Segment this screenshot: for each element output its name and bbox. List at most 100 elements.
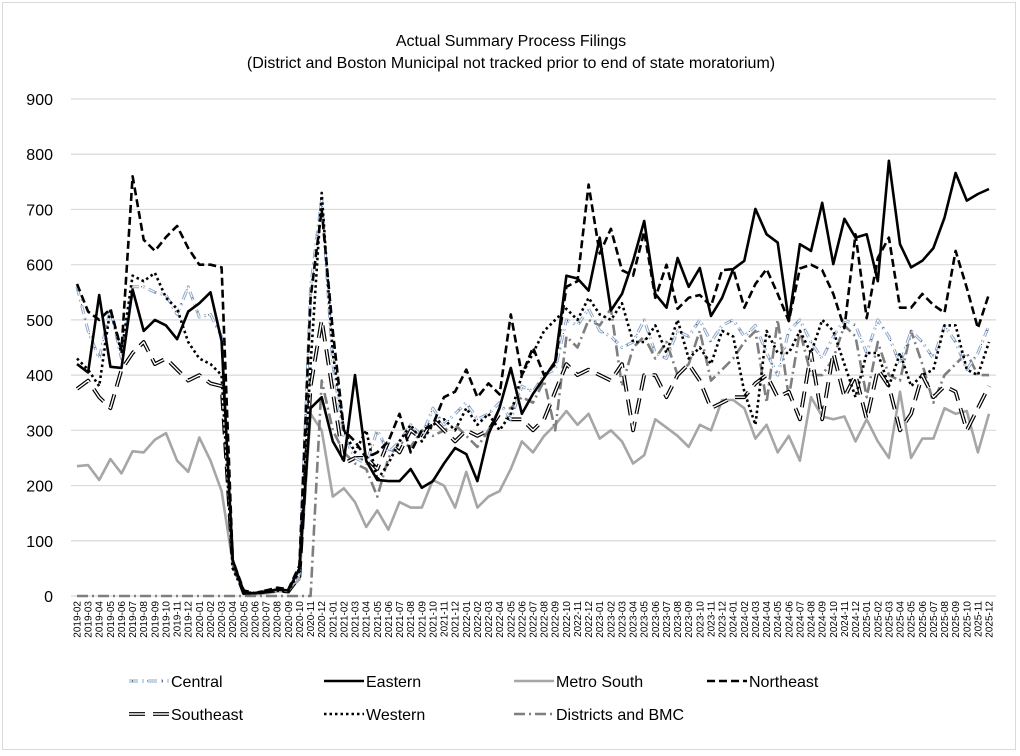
- x-tick-label: 2021-08: [406, 601, 417, 638]
- y-tick-label: 0: [44, 589, 53, 606]
- x-tick-label: 2021-05: [373, 601, 384, 638]
- x-tick-label: 2023-01: [595, 601, 606, 638]
- x-tick-label: 2021-02: [339, 601, 350, 638]
- x-tick-label: 2019-08: [139, 601, 150, 638]
- x-tick-label: 2025-07: [929, 601, 940, 638]
- y-tick-label: 800: [26, 147, 53, 164]
- series-line: [76, 159, 990, 595]
- x-tick-label: 2024-01: [729, 601, 740, 638]
- x-tick-label: 2025-11: [973, 601, 984, 637]
- x-tick-label: 2025-06: [918, 601, 929, 638]
- series-districts-and-bmc: [77, 307, 989, 598]
- x-tick-label: 2024-07: [795, 601, 806, 638]
- x-tick-label: 2024-02: [740, 601, 751, 638]
- x-tick-label: 2019-11: [173, 601, 184, 637]
- x-tick-label: 2023-06: [651, 601, 662, 638]
- legend-label: Districts and BMC: [556, 707, 684, 724]
- legend: Central Eastern Metro South Northeast Southe…: [129, 674, 819, 724]
- x-tick-label: 2021-03: [351, 601, 362, 638]
- y-tick-label: 100: [26, 534, 53, 551]
- legend-item: Districts and BMC: [514, 707, 684, 724]
- x-tick-label: 2020-11: [306, 601, 317, 637]
- legend-item: Metro South: [514, 674, 643, 691]
- x-tick-label: 2019-02: [73, 601, 84, 638]
- x-tick-label: 2022-02: [473, 601, 484, 638]
- x-tick-label: 2022-05: [506, 601, 517, 638]
- x-tick-label: 2021-10: [428, 601, 439, 638]
- x-tick-label: 2023-05: [640, 601, 651, 638]
- x-tick-label: 2020-04: [228, 601, 239, 638]
- legend-item: Eastern: [324, 674, 421, 691]
- x-tick-label: 2020-03: [217, 601, 228, 638]
- x-tick-label: 2024-12: [851, 601, 862, 638]
- x-tick-label: 2019-07: [128, 601, 139, 638]
- x-axis-ticks: 2019-02 2019-03 2019-04 2019-05 2019-06 2019-…: [73, 601, 996, 638]
- y-tick-label: 900: [26, 92, 53, 109]
- x-tick-label: 2023-09: [684, 601, 695, 638]
- series-line: [75, 318, 991, 596]
- legend-item: Northeast: [707, 674, 819, 691]
- x-tick-label: 2023-10: [695, 601, 706, 638]
- x-tick-label: 2025-01: [862, 601, 873, 638]
- x-tick-label: 2019-06: [117, 601, 128, 638]
- x-tick-label: 2021-12: [451, 601, 462, 638]
- legend-label: Metro South: [556, 674, 643, 691]
- x-tick-label: 2024-08: [807, 601, 818, 638]
- x-tick-label: 2022-07: [529, 601, 540, 638]
- series-lines: [75, 159, 991, 598]
- x-tick-label: 2022-08: [540, 601, 551, 638]
- x-tick-label: 2023-03: [617, 601, 628, 638]
- x-tick-label: 2020-01: [195, 601, 206, 638]
- x-tick-label: 2025-03: [884, 601, 895, 638]
- y-tick-label: 700: [26, 202, 53, 219]
- legend-label: Eastern: [366, 674, 421, 691]
- x-tick-label: 2019-04: [95, 601, 106, 638]
- x-tick-label: 2021-04: [362, 601, 373, 638]
- legend-item: Southeast: [129, 707, 244, 724]
- y-tick-label: 500: [26, 313, 53, 330]
- x-tick-label: 2024-06: [784, 601, 795, 638]
- x-tick-label: 2019-10: [161, 601, 172, 638]
- series-eastern: [76, 159, 990, 595]
- legend-label: Central: [171, 674, 223, 691]
- x-tick-label: 2022-06: [517, 601, 528, 638]
- legend-label: Western: [366, 707, 425, 724]
- x-tick-label: 2022-01: [462, 601, 473, 638]
- chart-subtitle: (District and Boston Municipal not track…: [247, 55, 775, 72]
- x-tick-label: 2019-05: [106, 601, 117, 638]
- x-tick-label: 2020-09: [284, 601, 295, 638]
- x-tick-label: 2025-10: [962, 601, 973, 638]
- x-tick-label: 2023-08: [673, 601, 684, 638]
- legend-label: Southeast: [171, 707, 244, 724]
- x-tick-label: 2023-07: [662, 601, 673, 638]
- y-tick-label: 600: [26, 258, 53, 275]
- x-tick-label: 2022-10: [562, 601, 573, 638]
- x-tick-label: 2025-09: [951, 601, 962, 638]
- x-tick-label: 2022-12: [584, 601, 595, 638]
- legend-item: Central: [129, 674, 223, 691]
- legend-label: Northeast: [749, 674, 819, 691]
- x-tick-label: 2019-09: [150, 601, 161, 638]
- x-tick-label: 2019-12: [184, 601, 195, 638]
- y-axis-ticks: 0 100 200 300 400 500 600 700 800 900: [26, 92, 53, 606]
- series-line: [76, 319, 990, 594]
- x-tick-label: 2020-10: [295, 601, 306, 638]
- x-tick-label: 2023-12: [718, 601, 729, 638]
- chart-title: Actual Summary Process Filings: [396, 33, 626, 50]
- x-tick-label: 2020-05: [239, 601, 250, 638]
- y-tick-label: 200: [26, 479, 53, 496]
- line-chart: Actual Summary Process Filings (District…: [26, 33, 996, 724]
- x-tick-label: 2021-06: [384, 601, 395, 638]
- series-metro-south: [76, 390, 991, 596]
- y-tick-label: 400: [26, 368, 53, 385]
- x-tick-label: 2025-02: [873, 601, 884, 638]
- x-tick-label: 2025-04: [896, 601, 907, 638]
- x-tick-label: 2021-11: [440, 601, 451, 637]
- x-tick-label: 2025-08: [940, 601, 951, 638]
- x-tick-label: 2020-06: [250, 601, 261, 638]
- x-tick-label: 2022-09: [551, 601, 562, 638]
- x-tick-label: 2024-10: [829, 601, 840, 638]
- x-tick-label: 2024-03: [751, 601, 762, 638]
- x-tick-label: 2022-04: [495, 601, 506, 638]
- x-tick-label: 2020-02: [206, 601, 217, 638]
